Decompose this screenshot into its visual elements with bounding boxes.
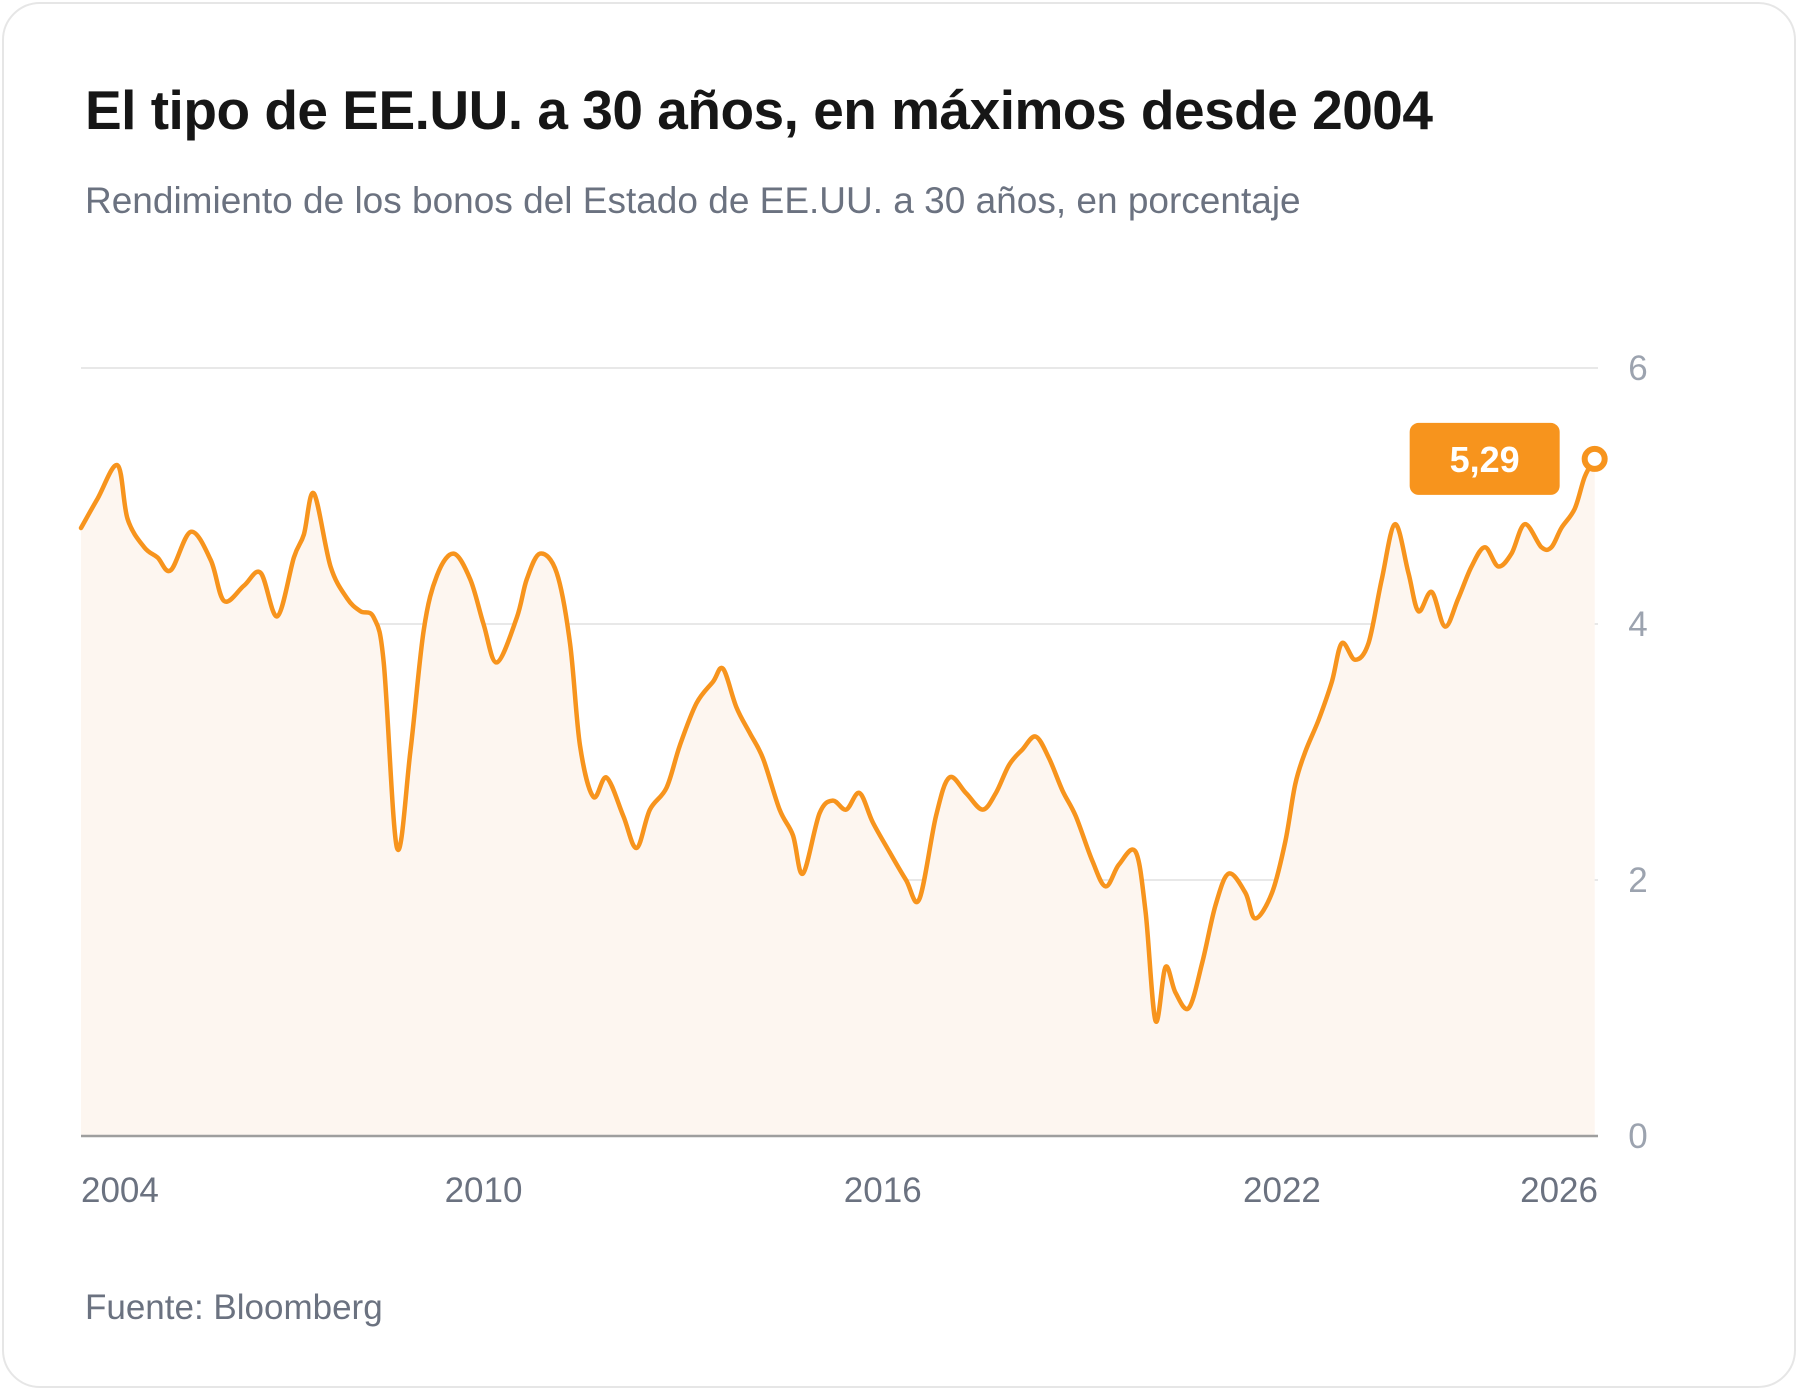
yield-area bbox=[81, 458, 1595, 1136]
x-axis: 2004 2010 2016 2022 2026 bbox=[81, 1171, 1598, 1210]
chart-title: El tipo de EE.UU. a 30 años, en máximos … bbox=[85, 79, 1433, 141]
x-tick-label: 2004 bbox=[81, 1171, 159, 1210]
last-value-label: 5,29 bbox=[1450, 439, 1520, 480]
x-tick-label: 2010 bbox=[445, 1171, 523, 1210]
x-tick-label: 2026 bbox=[1520, 1171, 1598, 1210]
y-tick-label: 0 bbox=[1628, 1117, 1647, 1156]
last-value-badge: 5,29 bbox=[1409, 422, 1560, 495]
x-tick-label: 2022 bbox=[1243, 1171, 1321, 1210]
chart-subtitle: Rendimiento de los bonos del Estado de E… bbox=[85, 180, 1301, 221]
source-note: Fuente: Bloomberg bbox=[85, 1288, 383, 1327]
last-value-badge-background bbox=[1409, 422, 1560, 495]
y-axis: 0 2 4 6 bbox=[1628, 349, 1647, 1156]
last-point-marker bbox=[1581, 445, 1608, 472]
y-tick-label: 4 bbox=[1628, 605, 1647, 644]
yield-series-line bbox=[78, 456, 1597, 1024]
y-tick-label: 2 bbox=[1628, 861, 1647, 900]
y-tick-label: 6 bbox=[1628, 349, 1647, 388]
x-tick-label: 2016 bbox=[844, 1171, 922, 1210]
